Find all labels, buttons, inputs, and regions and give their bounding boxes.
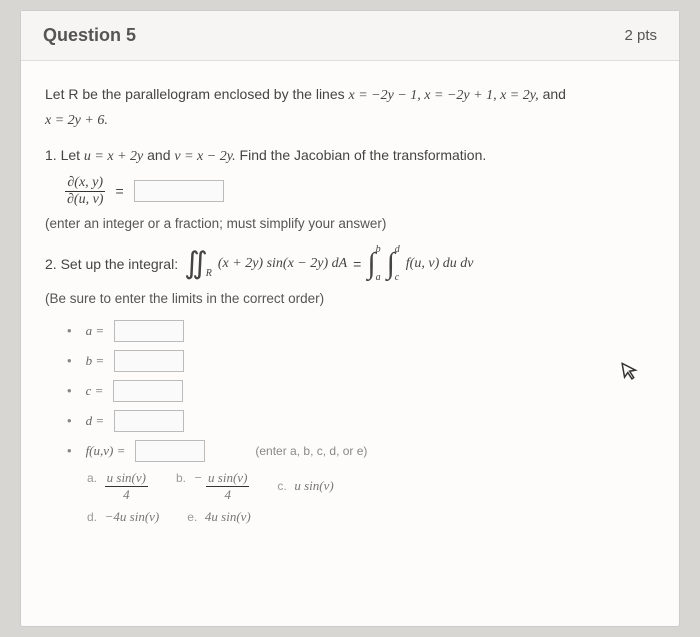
bullet-icon: • xyxy=(67,413,72,428)
opt-b-num: u sin(v) xyxy=(206,470,249,487)
option-d: d. −4u sin(v) xyxy=(87,509,159,525)
opt-d-label: d. xyxy=(87,510,97,524)
input-f[interactable] xyxy=(135,440,205,462)
bullet-icon: • xyxy=(67,323,72,338)
opt-b-label: b. xyxy=(176,471,186,485)
question-body: Let R be the parallelogram enclosed by t… xyxy=(21,61,679,553)
label-a: a = xyxy=(86,323,105,339)
lim-d: d xyxy=(395,245,400,255)
row-d: • d = xyxy=(67,410,655,432)
prompt-eq3: x = 2y, xyxy=(500,88,539,103)
bullet-icon: • xyxy=(67,353,72,368)
integral-region: R xyxy=(206,268,212,279)
input-c[interactable] xyxy=(113,380,183,402)
input-b[interactable] xyxy=(114,350,184,372)
part1-hint: (enter an integer or a fraction; must si… xyxy=(45,216,655,231)
limits-list: • a = • b = • c = • d = • f(u,v) = xyxy=(67,320,655,462)
outer-limits: b a xyxy=(376,245,381,283)
opt-a-label: a. xyxy=(87,471,97,485)
opt-a-den: 4 xyxy=(121,487,132,503)
question-card: Question 5 2 pts Let R be the parallelog… xyxy=(20,10,680,627)
row-a: • a = xyxy=(67,320,655,342)
part2-label: 2. Set up the integral: xyxy=(45,256,178,272)
question-header: Question 5 2 pts xyxy=(21,11,679,61)
lhs-body: (x + 2y) sin(x − 2y) dA xyxy=(218,256,347,272)
label-b: b = xyxy=(86,353,105,369)
row-f: • f(u,v) = (enter a, b, c, d, or e) xyxy=(67,440,655,462)
lim-b: b xyxy=(376,245,381,255)
part2-hint: (Be sure to enter the limits in the corr… xyxy=(45,291,655,306)
part1-label: 1. Let xyxy=(45,147,84,163)
input-a[interactable] xyxy=(114,320,184,342)
outer-integral-icon: ∫ xyxy=(367,249,375,279)
rhs-body: f(u, v) du dv xyxy=(406,256,474,272)
opt-c-body: u sin(v) xyxy=(294,478,333,493)
opt-a-frac: u sin(v) 4 xyxy=(105,470,148,503)
input-d[interactable] xyxy=(114,410,184,432)
prompt-eq2: x = −2y + 1, xyxy=(424,88,500,103)
row-b: • b = xyxy=(67,350,655,372)
inner-limits: d c xyxy=(395,245,400,283)
option-e: e. 4u sin(v) xyxy=(187,509,251,525)
label-d: d = xyxy=(86,413,105,429)
options: a. u sin(v) 4 b. − u sin(v) 4 c. xyxy=(87,470,655,525)
opt-b-frac: u sin(v) 4 xyxy=(206,470,249,503)
jacobian-row: ∂(x, y) ∂(u, v) = xyxy=(65,175,655,208)
part1-u: u = x + 2y xyxy=(84,149,143,164)
option-a: a. u sin(v) 4 xyxy=(87,470,148,503)
prompt-eq3-suffix: and xyxy=(543,86,566,102)
jacobian-frac: ∂(x, y) ∂(u, v) xyxy=(65,175,105,208)
lim-c: c xyxy=(395,273,400,283)
double-integral-icon: ∬ xyxy=(184,249,208,279)
row-c: • c = xyxy=(67,380,655,402)
label-f: f(u,v) = xyxy=(86,443,126,459)
opt-b-neg: − xyxy=(194,470,203,485)
jacobian-eq: = xyxy=(115,183,123,199)
opt-e-body: 4u sin(v) xyxy=(205,509,251,524)
prompt-eq1: x = −2y − 1, xyxy=(349,88,425,103)
prompt-text: Let R be the parallelogram enclosed by t… xyxy=(45,83,655,133)
f-hint: (enter a, b, c, d, or e) xyxy=(255,444,367,458)
question-points: 2 pts xyxy=(624,27,657,44)
label-c: c = xyxy=(86,383,104,399)
opt-c-label: c. xyxy=(277,479,286,493)
opt-a-num: u sin(v) xyxy=(105,470,148,487)
opt-e-label: e. xyxy=(187,510,197,524)
option-b: b. − u sin(v) 4 xyxy=(176,470,249,503)
opt-b-den: 4 xyxy=(222,487,233,503)
opt-d-body: −4u sin(v) xyxy=(105,509,160,524)
jacobian-den: ∂(u, v) xyxy=(65,192,105,208)
lim-a: a xyxy=(376,273,381,283)
part1: 1. Let u = x + 2y and v = x − 2y. Find t… xyxy=(45,147,655,165)
part1-tail: Find the Jacobian of the transformation. xyxy=(240,147,487,163)
part1-mid: and xyxy=(147,147,174,163)
part1-v: v = x − 2y. xyxy=(174,149,235,164)
option-c: c. u sin(v) xyxy=(277,478,333,494)
question-title: Question 5 xyxy=(43,25,136,46)
bullet-icon: • xyxy=(67,443,72,458)
jacobian-input[interactable] xyxy=(134,180,224,202)
options-row2: d. −4u sin(v) e. 4u sin(v) xyxy=(87,509,655,525)
prompt-eq4: x = 2y + 6. xyxy=(45,113,108,128)
options-row1: a. u sin(v) 4 b. − u sin(v) 4 c. xyxy=(87,470,655,503)
prompt-prefix: Let R be the parallelogram enclosed by t… xyxy=(45,86,349,102)
inner-integral-icon: ∫ xyxy=(387,249,395,279)
jacobian-num: ∂(x, y) xyxy=(65,175,105,192)
part2-row: 2. Set up the integral: ∬ R (x + 2y) sin… xyxy=(45,245,655,283)
bullet-icon: • xyxy=(67,383,72,398)
integral-eq: = xyxy=(353,256,361,272)
